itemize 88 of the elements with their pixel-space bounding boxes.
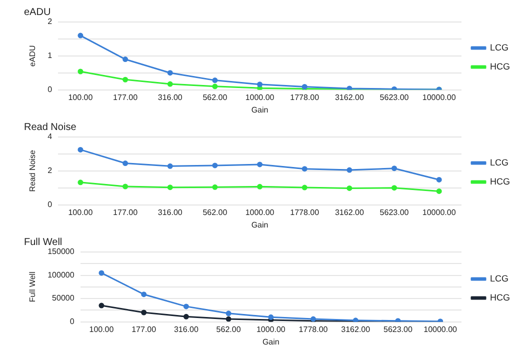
x-tick-label: 1000.00	[245, 208, 275, 217]
legend-label: HCG	[490, 176, 510, 186]
point	[122, 184, 128, 190]
x-tick-label: 316.00	[174, 324, 199, 334]
x-tick-label: 1000.00	[256, 324, 286, 334]
point	[78, 68, 84, 74]
point	[122, 76, 128, 82]
x-tick-label: 316.00	[158, 92, 183, 102]
y-tick-label: 2	[48, 17, 53, 26]
x-tick-label: 562.00	[216, 324, 242, 334]
point	[183, 314, 189, 320]
point	[78, 32, 84, 38]
y-axis-title: eADU	[28, 45, 38, 67]
point	[392, 185, 398, 191]
point	[268, 314, 274, 320]
point	[257, 184, 263, 190]
x-tick-label: 562.00	[202, 208, 228, 217]
point	[346, 167, 352, 173]
y-tick-label: 2	[48, 166, 53, 176]
point	[78, 146, 84, 152]
x-tick-label: 3162.00	[334, 208, 364, 217]
legend-label: LCG	[490, 42, 509, 52]
point	[346, 185, 352, 191]
point	[212, 84, 218, 90]
point	[167, 81, 173, 87]
x-tick-label: 10000.00	[422, 92, 456, 102]
x-tick-label: 1000.00	[245, 92, 275, 102]
y-tick-label: 50000	[52, 294, 75, 303]
point	[302, 166, 308, 172]
y-axis-title: Full Well	[28, 271, 38, 302]
y-tick-label: 150000	[48, 247, 75, 256]
point	[167, 163, 173, 169]
point	[302, 184, 308, 190]
x-tick-label: 5623.00	[380, 92, 410, 102]
y-tick-label: 0	[48, 200, 53, 210]
point	[167, 184, 173, 190]
point	[98, 302, 104, 308]
x-tick-label: 316.00	[158, 208, 183, 217]
point	[167, 70, 173, 76]
chart-title: Read Noise	[24, 122, 77, 133]
x-tick-label: 100.00	[89, 324, 114, 334]
x-tick-label: 10000.00	[422, 208, 456, 217]
point	[141, 292, 147, 298]
y-axis-title: Read Noise	[28, 149, 38, 192]
point	[212, 78, 218, 84]
point	[183, 304, 189, 310]
chart-title: eADU	[24, 6, 51, 18]
x-tick-label: 1778.00	[290, 92, 320, 102]
point	[122, 160, 128, 166]
y-tick-label: 0	[48, 85, 53, 94]
point	[436, 188, 442, 194]
x-tick-label: 1778.00	[298, 324, 328, 334]
point	[78, 180, 84, 186]
y-tick-label: 4	[48, 132, 53, 142]
legend-label: LCG	[490, 273, 509, 284]
x-tick-label: 1778.00	[290, 208, 320, 217]
point	[212, 184, 218, 190]
y-tick-label: 0	[70, 317, 75, 326]
legend-label: HCG	[490, 61, 510, 72]
x-axis-title: Gain	[251, 220, 268, 230]
x-tick-label: 3162.00	[341, 324, 371, 334]
x-tick-label: 177.00	[132, 324, 157, 334]
x-tick-label: 177.00	[113, 208, 138, 217]
point	[257, 162, 263, 168]
x-tick-label: 100.00	[68, 208, 94, 217]
x-tick-label: 100.00	[68, 92, 94, 102]
point	[257, 82, 263, 88]
x-tick-label: 5623.00	[384, 324, 413, 334]
x-tick-label: 3162.00	[334, 92, 364, 102]
point	[226, 316, 232, 322]
legend-label: LCG	[490, 157, 509, 168]
x-tick-label: 10000.00	[424, 324, 458, 334]
point	[98, 270, 104, 276]
y-tick-label: 100000	[48, 270, 75, 280]
chart-title: Full Well	[24, 236, 62, 248]
point	[226, 310, 232, 316]
x-tick-label: 562.00	[202, 92, 228, 102]
x-axis-title: Gain	[262, 337, 280, 346]
point	[122, 56, 128, 62]
x-tick-label: 5623.00	[380, 208, 410, 217]
y-tick-label: 1	[48, 51, 53, 60]
point	[141, 310, 147, 316]
point	[436, 176, 442, 182]
x-tick-label: 177.00	[113, 92, 138, 102]
point	[212, 162, 218, 168]
x-axis-title: Gain	[251, 105, 268, 114]
point	[392, 166, 398, 172]
legend-label: HCG	[490, 292, 510, 302]
